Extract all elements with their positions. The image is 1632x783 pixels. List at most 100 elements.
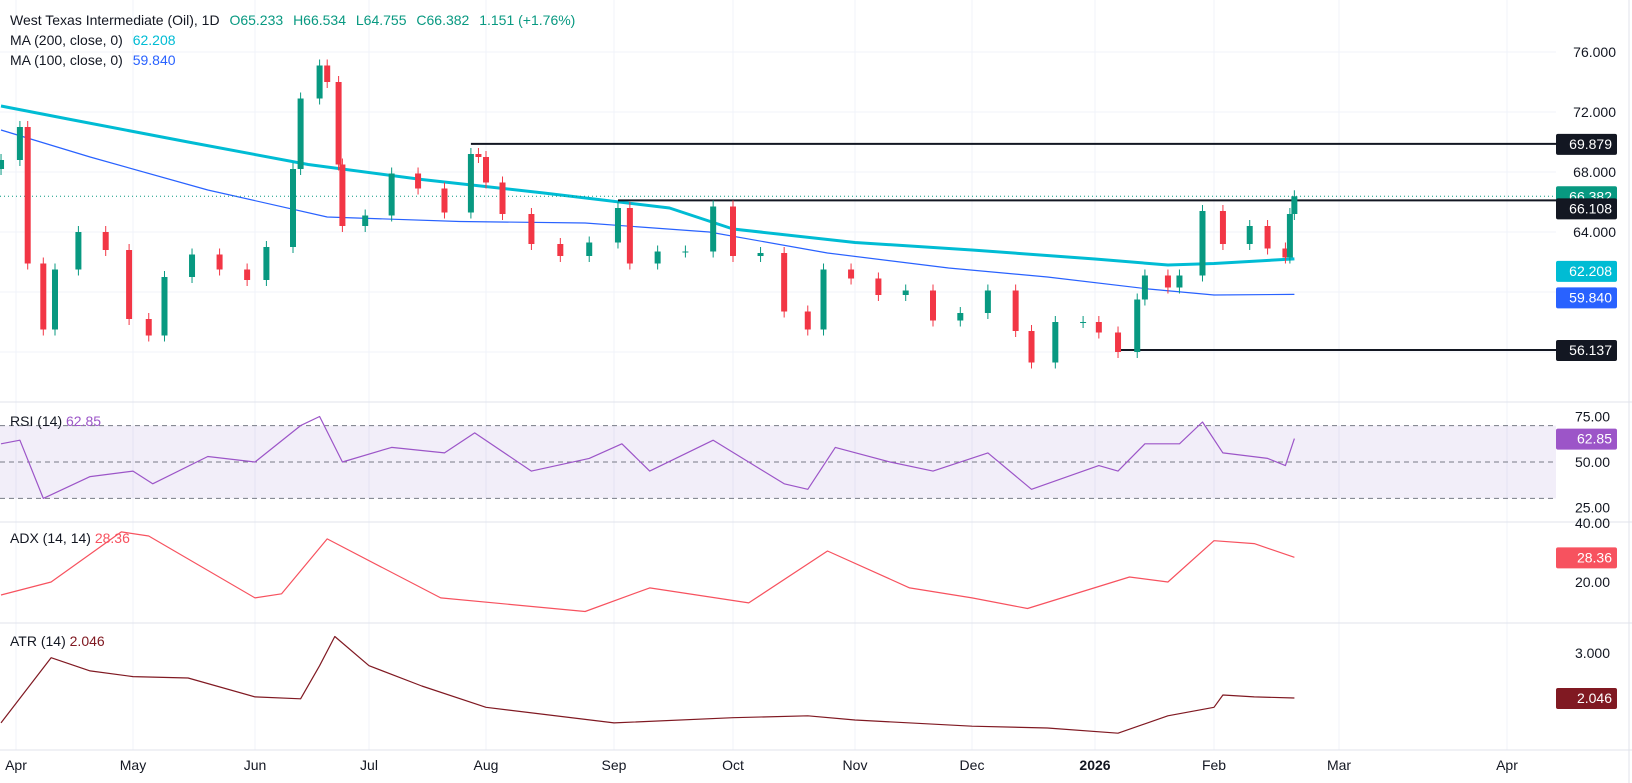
candle-body	[297, 98, 304, 169]
candle-body	[848, 269, 855, 279]
level-badge: 69.879	[1556, 133, 1617, 155]
rsi-legend[interactable]: RSI (14) 62.85	[10, 413, 101, 429]
candle-body	[499, 182, 506, 214]
price-tick-label: 68.000	[1573, 164, 1616, 180]
candle-body	[614, 208, 621, 243]
date-tick-label: Jun	[244, 757, 267, 773]
rsi-badge: 62.85	[1556, 428, 1617, 450]
atr-badge-bg	[1556, 688, 1617, 710]
symbol-legend: West Texas Intermediate (Oil), 1D O65.23…	[10, 12, 581, 28]
candle-body	[1264, 226, 1271, 249]
candle	[1219, 205, 1226, 250]
adx-label: ADX (14, 14)	[10, 530, 91, 546]
rsi-tick-label: 75.00	[1575, 409, 1610, 425]
ma100-badge-text: 59.840	[1569, 289, 1612, 305]
candle	[1134, 293, 1141, 358]
candle	[710, 200, 717, 258]
candle	[52, 263, 58, 336]
candle-body	[930, 290, 936, 321]
candle	[102, 226, 109, 256]
candle-body	[984, 290, 991, 313]
date-tick-label: Apr	[5, 757, 27, 773]
rsi-badge-bg	[1556, 428, 1617, 450]
candle-body	[1199, 211, 1206, 276]
candle-body	[40, 263, 47, 330]
candle	[1291, 190, 1298, 220]
level-badge: 56.137	[1556, 339, 1617, 361]
candle	[984, 284, 991, 319]
candle-body	[475, 154, 482, 157]
candle-body	[820, 269, 827, 330]
atr-badge: 2.046	[1556, 688, 1617, 710]
candle	[244, 263, 251, 286]
ohlc-high: H66.534	[293, 12, 346, 28]
candle	[848, 263, 855, 285]
atr-value: 2.046	[69, 633, 105, 649]
date-tick-label: Aug	[474, 757, 499, 773]
candle-body	[1219, 211, 1226, 244]
candle	[902, 284, 909, 301]
candle	[1286, 208, 1293, 264]
candle-body	[324, 65, 331, 82]
atr-line	[0, 635, 1295, 734]
candle	[1176, 269, 1183, 294]
rsi-value: 62.85	[66, 413, 102, 429]
candle	[441, 182, 448, 219]
candle	[528, 208, 535, 250]
candle	[297, 92, 304, 175]
candle	[1164, 269, 1171, 294]
candle-body	[1291, 196, 1298, 214]
candle-body	[654, 251, 661, 264]
candle	[682, 245, 689, 258]
candle-body	[1052, 322, 1059, 363]
candle	[467, 148, 474, 219]
candle	[335, 76, 342, 171]
candle	[781, 247, 788, 318]
atr-badge-text: 2.046	[1577, 690, 1612, 706]
ohlc-low: L64.755	[355, 12, 407, 28]
candle	[1141, 269, 1148, 306]
candle	[316, 59, 323, 105]
candle	[757, 247, 764, 262]
candle-body	[441, 188, 448, 213]
ma100-legend[interactable]: MA (100, close, 0) 59.840	[10, 52, 182, 68]
level-badge-bg	[1556, 339, 1617, 361]
price-tick-label: 64.000	[1573, 224, 1616, 240]
candle-body	[1282, 248, 1289, 258]
date-tick-label: Jul	[360, 757, 378, 773]
candle-body	[189, 254, 196, 277]
candle-body	[1164, 275, 1171, 288]
candle	[1080, 316, 1087, 328]
rsi-line	[0, 415, 1295, 499]
price-change: 1.151 (+1.76%)	[479, 12, 576, 28]
adx-badge: 28.36	[1556, 547, 1617, 569]
candle-body	[290, 169, 296, 247]
candle-body	[52, 269, 58, 330]
candle	[388, 167, 395, 222]
ma100-value: 59.840	[132, 52, 176, 68]
candle-body	[335, 82, 342, 165]
ma200-legend[interactable]: MA (200, close, 0) 62.208	[10, 32, 182, 48]
candle	[40, 257, 47, 336]
candle-body	[263, 247, 270, 280]
candle	[957, 307, 964, 327]
candle	[1115, 326, 1122, 358]
rsi-tick-label: 50.00	[1575, 454, 1610, 470]
adx-badge-bg	[1556, 547, 1617, 569]
candle	[216, 248, 223, 276]
adx-legend[interactable]: ADX (14, 14) 28.36	[10, 530, 130, 546]
candle	[24, 121, 31, 270]
candle-body	[1286, 214, 1293, 258]
candle-body	[875, 278, 882, 295]
candle-body	[902, 290, 909, 295]
candle-body	[244, 269, 251, 280]
atr-legend[interactable]: ATR (14) 2.046	[10, 633, 105, 649]
candle-body	[75, 232, 82, 270]
candle-body	[1141, 275, 1148, 300]
ma100-label: MA (100, close, 0)	[10, 52, 123, 68]
candle	[1052, 316, 1059, 369]
ma200-line	[0, 104, 1295, 267]
candle-body	[626, 208, 633, 264]
symbol-title[interactable]: West Texas Intermediate (Oil), 1D	[10, 12, 220, 28]
